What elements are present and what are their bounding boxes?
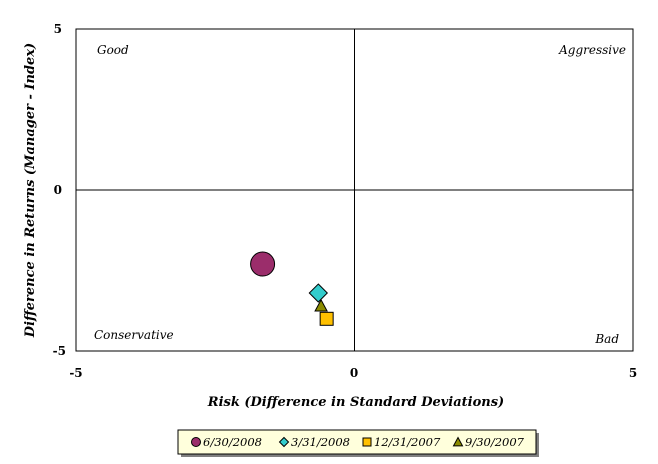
x-tick-label: 0 bbox=[350, 366, 358, 380]
legend-marker-square bbox=[362, 437, 372, 447]
legend-marker-triangle bbox=[452, 436, 464, 447]
quadrant-label-aggressive: Aggressive bbox=[558, 43, 626, 57]
legend-label: 9/30/2007 bbox=[465, 435, 525, 449]
legend-marker-diamond bbox=[278, 436, 290, 448]
y-tick-label: 5 bbox=[54, 22, 62, 36]
y-axis-title: Difference in Returns (Manager - Index) bbox=[23, 43, 38, 338]
y-tick-label: -5 bbox=[53, 344, 66, 358]
data-point-diamond bbox=[308, 283, 329, 303]
legend-label: 6/30/2008 bbox=[203, 435, 262, 449]
y-tick-label: 0 bbox=[54, 183, 62, 197]
data-points bbox=[250, 251, 334, 326]
x-tick-label: -5 bbox=[69, 366, 82, 380]
x-tick-label: 5 bbox=[629, 366, 637, 380]
data-point-triangle bbox=[314, 298, 328, 312]
quadrant-label-good: Good bbox=[97, 43, 129, 57]
x-axis-title: Risk (Difference in Standard Deviations) bbox=[207, 395, 504, 410]
quadrant-label-bad: Bad bbox=[594, 332, 619, 346]
legend: 6/30/2008 3/31/2008 12/31/2007 9/30/2007 bbox=[177, 429, 539, 457]
data-point-square bbox=[319, 311, 334, 326]
legend-marker-circle bbox=[191, 437, 201, 447]
quadrant-label-conservative: Conservative bbox=[94, 328, 174, 342]
legend-label: 3/31/2008 bbox=[291, 435, 350, 449]
data-point-circle bbox=[250, 251, 276, 277]
legend-label: 12/31/2007 bbox=[374, 435, 441, 449]
